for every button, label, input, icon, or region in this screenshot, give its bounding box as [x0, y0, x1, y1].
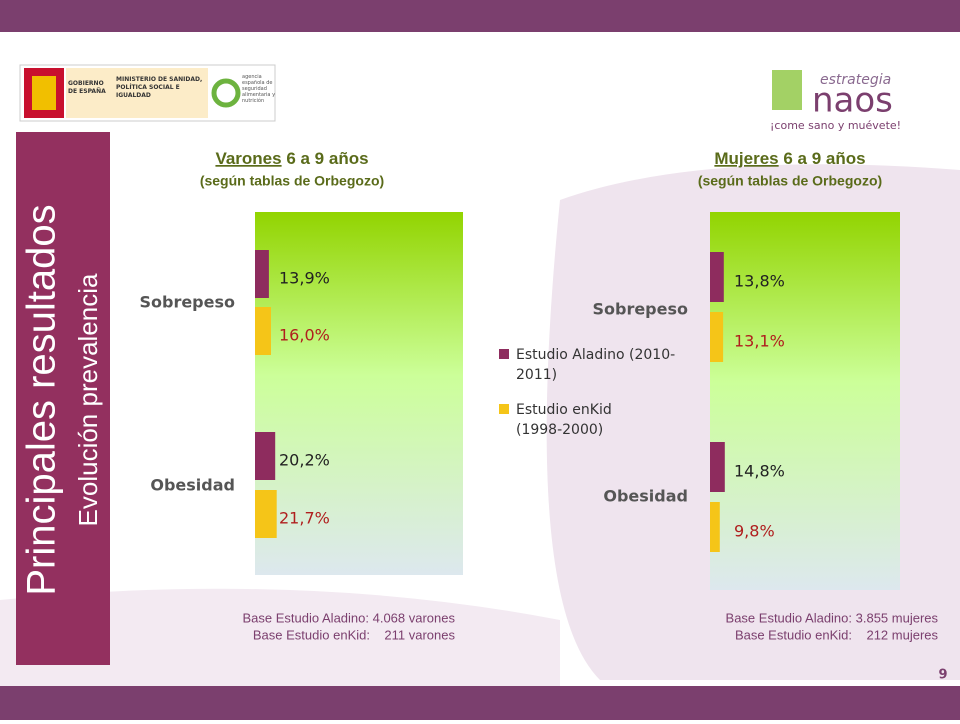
logo-band — [66, 68, 208, 118]
bar — [255, 490, 277, 538]
category-label: Obesidad — [603, 487, 688, 506]
chart-title-underlined: Varones — [215, 149, 281, 168]
value-label: 21,7% — [279, 509, 330, 528]
slide-subtitle: Evolución prevalencia — [73, 273, 103, 526]
plot-area — [255, 212, 463, 575]
chart-title: Varones 6 a 9 años — [215, 149, 368, 168]
value-label: 9,8% — [734, 522, 775, 541]
category-label: Obesidad — [150, 476, 235, 495]
plot-area — [710, 212, 900, 590]
slide-title: Principales resultados — [20, 204, 64, 595]
chart-subtitle: (según tablas de Orbegozo) — [698, 173, 882, 189]
bar — [710, 442, 725, 492]
chart-title-underlined: Mujeres — [714, 149, 778, 168]
map-shape — [0, 588, 560, 686]
top-bar — [0, 0, 960, 32]
bar — [710, 252, 724, 302]
chart-title-rest: 6 a 9 años — [286, 149, 368, 168]
page-number: 9 — [938, 668, 947, 683]
naos-leaf — [772, 70, 802, 110]
bar — [255, 250, 269, 298]
logo-text: MINISTERIO DE SANIDAD, POLÍTICA SOCIAL E… — [116, 76, 203, 99]
naos-logo: naos — [812, 81, 893, 121]
chart-title-rest: 6 a 9 años — [783, 149, 865, 168]
legend-swatch — [499, 349, 509, 359]
bar — [255, 432, 276, 480]
value-label: 13,1% — [734, 332, 785, 351]
footnote: Base Estudio enKid: 212 mujeres — [735, 627, 939, 642]
value-label: 20,2% — [279, 451, 330, 470]
value-label: 16,0% — [279, 326, 330, 345]
category-label: Sobrepeso — [139, 293, 235, 312]
legend-label: Estudio Aladino (2010-2011) — [516, 347, 676, 383]
chart-subtitle: (según tablas de Orbegozo) — [200, 173, 384, 189]
value-label: 13,8% — [734, 272, 785, 291]
logo-icon — [211, 78, 241, 108]
logo-text: agencia española de seguridad alimentari… — [242, 74, 276, 104]
footnote: Base Estudio Aladino: 3.855 mujeres — [726, 610, 939, 625]
bottom-bar — [0, 686, 960, 720]
bar — [710, 312, 724, 362]
naos-top: estrategia — [820, 72, 891, 88]
bar — [710, 502, 720, 552]
legend-label: Estudio enKid (1998-2000) — [516, 402, 612, 438]
legend-swatch — [499, 404, 509, 414]
bar — [255, 307, 271, 355]
side-panel — [16, 132, 110, 665]
footnote: Base Estudio enKid: 211 varones — [253, 627, 456, 642]
logo-shield — [32, 76, 56, 110]
naos-tagline: ¡come sano y muévete! — [770, 119, 901, 132]
value-label: 14,8% — [734, 462, 785, 481]
footnote: Base Estudio Aladino: 4.068 varones — [243, 610, 456, 625]
category-label: Sobrepeso — [592, 300, 688, 319]
logo-text: GOBIERNO DE ESPAÑA — [68, 80, 106, 95]
chart-title: Mujeres 6 a 9 años — [714, 149, 865, 168]
value-label: 13,9% — [279, 269, 330, 288]
